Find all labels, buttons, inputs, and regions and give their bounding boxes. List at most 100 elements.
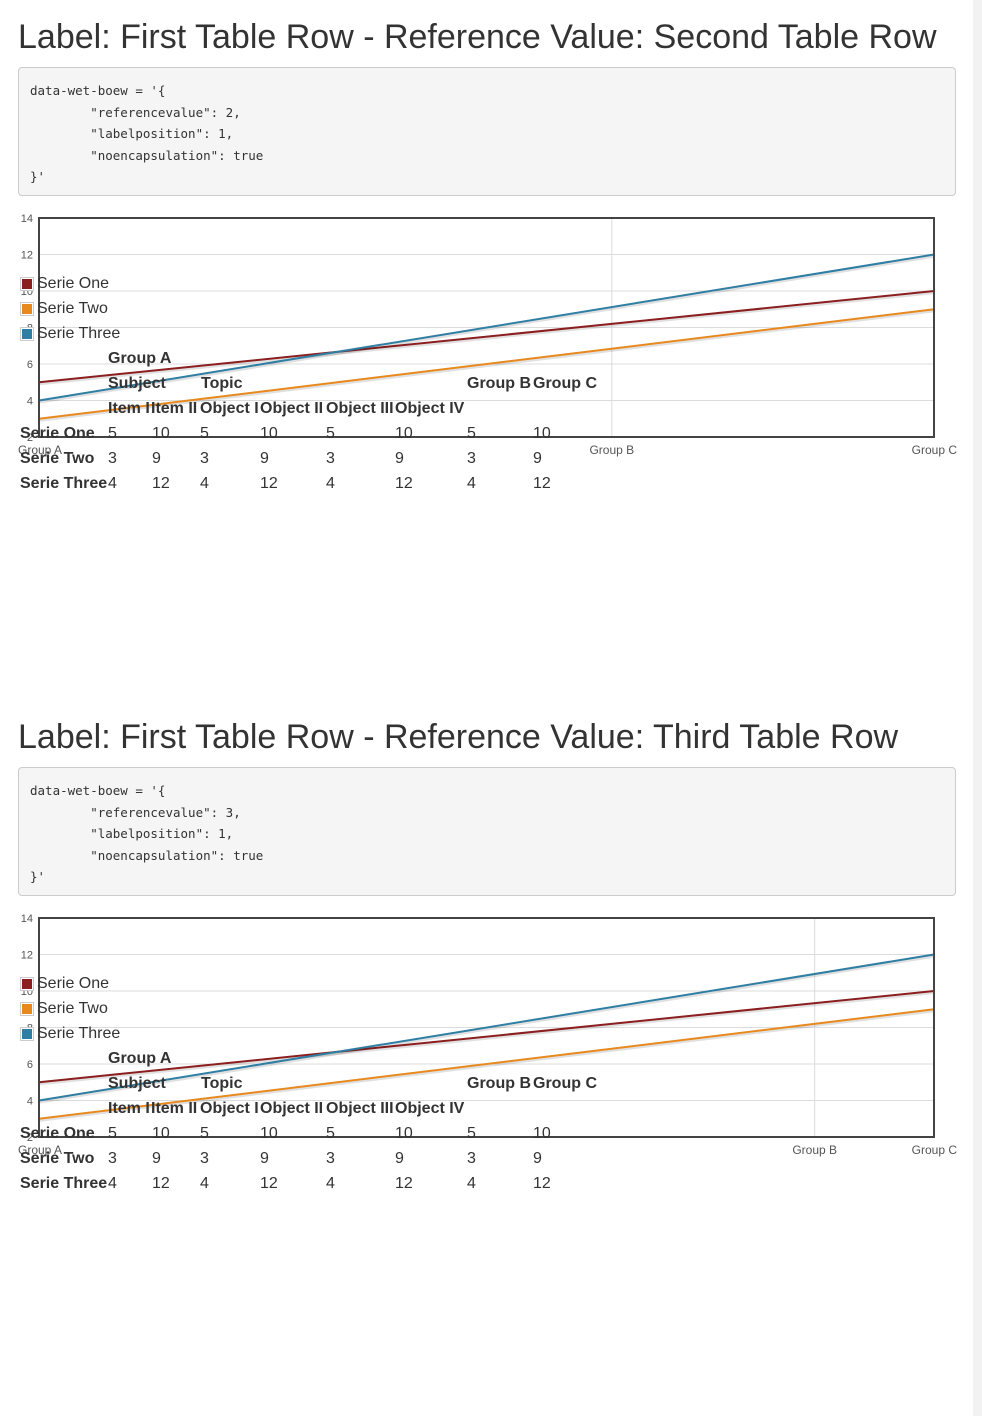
section-title: Label: First Table Row - Reference Value… xyxy=(18,18,937,56)
y-tick-label: 2 xyxy=(27,432,33,444)
table-cell: 4 xyxy=(200,475,209,492)
table-cell: 10 xyxy=(152,1125,170,1142)
legend-label: Serie One xyxy=(37,275,110,292)
table-header-cell: Object IV xyxy=(395,1100,465,1117)
table-cell: 4 xyxy=(467,1175,476,1192)
series-line-shadow xyxy=(39,291,936,386)
legend-swatch xyxy=(21,302,33,315)
legend-swatch xyxy=(21,1002,33,1015)
series-line-serie-one xyxy=(38,990,935,1084)
series-line-serie-three xyxy=(38,953,935,1102)
series-line-serie-two xyxy=(38,1008,935,1120)
y-tick-label: 14 xyxy=(21,213,33,225)
table-cell: 5 xyxy=(200,1125,209,1142)
table-cell: 12 xyxy=(260,475,278,492)
table-cell: 9 xyxy=(395,1150,404,1167)
table-cell: 10 xyxy=(533,425,551,442)
chart-legend: Serie One Serie Two Serie Three xyxy=(18,271,120,346)
table-row-label: Serie One xyxy=(20,1125,95,1142)
legend-label: Serie Three xyxy=(37,325,121,342)
table-header-cell: Object IV xyxy=(395,400,465,417)
table-cell: 4 xyxy=(108,1175,117,1192)
table-cell: 4 xyxy=(326,1175,335,1192)
table-header-cell: Subject xyxy=(108,375,166,392)
y-tick-label: 12 xyxy=(21,250,33,262)
table-cell: 4 xyxy=(467,475,476,492)
y-tick-label: 12 xyxy=(21,950,33,962)
table-cell: 3 xyxy=(326,1150,335,1167)
table-cell: 9 xyxy=(533,450,542,467)
y-tick-label: 14 xyxy=(21,913,33,925)
table-cell: 12 xyxy=(533,1175,551,1192)
data-table: Group A Subject Topic Group B Group C It… xyxy=(18,346,618,496)
table-cell: 10 xyxy=(260,425,278,442)
table-cell: 3 xyxy=(200,1150,209,1167)
plot-border xyxy=(38,917,935,1138)
table-cell: 3 xyxy=(108,1150,117,1167)
series-line-shadow xyxy=(39,254,936,404)
table-cell: 5 xyxy=(326,425,335,442)
table-cell: 10 xyxy=(395,1125,413,1142)
table-header-cell: Object III xyxy=(326,1100,394,1117)
chart-section-2: Label: First Table Row - Reference Value… xyxy=(18,717,958,1192)
table-header-cell: Object III xyxy=(326,400,394,417)
x-tick-label: Group C xyxy=(912,1143,958,1157)
table-cell: 10 xyxy=(533,1125,551,1142)
table-header-cell: Item I xyxy=(108,1100,150,1117)
table-cell: 10 xyxy=(395,425,413,442)
series-line-serie-two xyxy=(38,308,935,420)
table-cell: 12 xyxy=(152,475,170,492)
table-header-cell: Topic xyxy=(201,375,243,392)
table-header-cell: Topic xyxy=(201,1075,243,1092)
table-cell: 3 xyxy=(467,450,476,467)
legend-item-serie-three: Serie Three xyxy=(18,1021,120,1046)
table-cell: 9 xyxy=(152,450,161,467)
table-cell: 9 xyxy=(260,1150,269,1167)
x-tick-label: Group C xyxy=(912,443,958,457)
table-header-cell: Object II xyxy=(260,1100,324,1117)
table-header-cell: Object II xyxy=(260,400,324,417)
table-row-label: Serie Two xyxy=(20,1150,95,1167)
y-tick-label: 4 xyxy=(27,1096,33,1108)
table-header-cell: Object I xyxy=(200,400,259,417)
table-header-cell: Group A xyxy=(108,1050,172,1067)
series-line-shadow xyxy=(39,309,936,422)
y-tick-label: 6 xyxy=(27,359,33,371)
table-cell: 12 xyxy=(533,475,551,492)
table-header-cell: Item I xyxy=(108,400,150,417)
table-cell: 3 xyxy=(467,1150,476,1167)
table-cell: 9 xyxy=(260,450,269,467)
code-sample: data-wet-boew = '{ "referencevalue": 2, … xyxy=(18,67,956,196)
series-line-shadow xyxy=(39,991,936,1086)
data-table: Group A Subject Topic Group B Group C It… xyxy=(18,1046,618,1196)
section-title: Label: First Table Row - Reference Value… xyxy=(18,718,899,756)
y-tick-label: 2 xyxy=(27,1132,33,1144)
page-scrollbar[interactable] xyxy=(973,0,982,1416)
table-header-cell: Group B xyxy=(467,375,531,392)
series-line-serie-one xyxy=(38,290,935,384)
table-cell: 3 xyxy=(200,450,209,467)
table-cell: 5 xyxy=(200,425,209,442)
table-cell: 12 xyxy=(395,1175,413,1192)
legend-item-serie-two: Serie Two xyxy=(18,996,120,1021)
table-header-cell: Group A xyxy=(108,350,172,367)
table-header-cell: Group B xyxy=(467,1075,531,1092)
table-header-cell: Group C xyxy=(533,1075,597,1092)
table-row-label: Serie Three xyxy=(20,1175,108,1192)
legend-item-serie-three: Serie Three xyxy=(18,321,120,346)
table-cell: 12 xyxy=(260,1175,278,1192)
legend-swatch xyxy=(21,277,33,290)
legend-swatch xyxy=(21,1027,33,1040)
y-tick-label: 4 xyxy=(27,396,33,408)
table-row-label: Serie One xyxy=(20,425,95,442)
table-cell: 5 xyxy=(108,1125,117,1142)
series-line-serie-three xyxy=(38,253,935,402)
table-row-label: Serie Two xyxy=(20,450,95,467)
legend-item-serie-one: Serie One xyxy=(18,271,120,296)
table-cell: 4 xyxy=(200,1175,209,1192)
table-cell: 4 xyxy=(326,475,335,492)
code-sample: data-wet-boew = '{ "referencevalue": 3, … xyxy=(18,767,956,896)
table-cell: 9 xyxy=(152,1150,161,1167)
